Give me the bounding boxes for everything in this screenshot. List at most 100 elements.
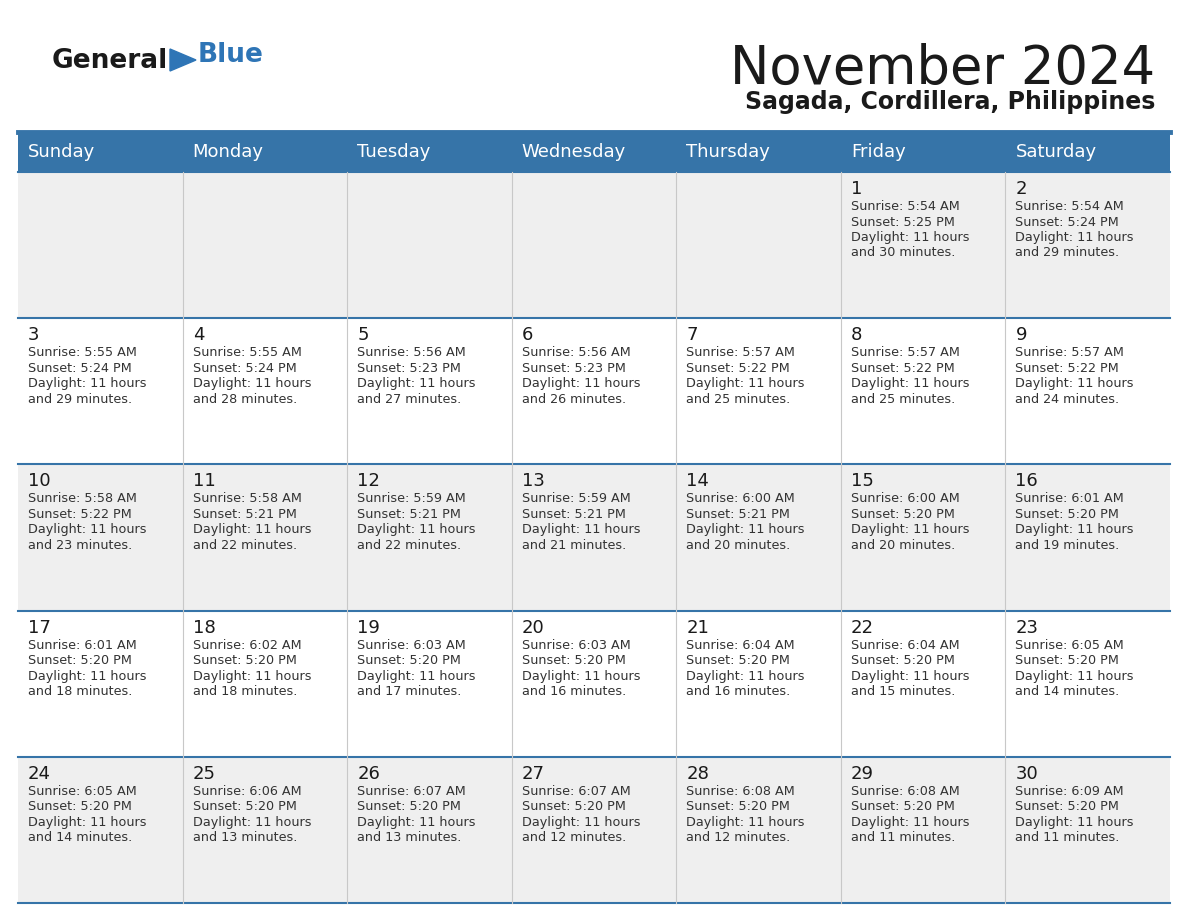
Text: Daylight: 11 hours: Daylight: 11 hours (1016, 669, 1133, 683)
Text: Sunrise: 5:55 AM: Sunrise: 5:55 AM (29, 346, 137, 359)
Text: Daylight: 11 hours: Daylight: 11 hours (192, 816, 311, 829)
Bar (18, 132, 1170, 172)
Text: Daylight: 11 hours: Daylight: 11 hours (687, 377, 804, 390)
Text: 11: 11 (192, 473, 215, 490)
Text: and 11 minutes.: and 11 minutes. (851, 832, 955, 845)
Text: Sunset: 5:24 PM: Sunset: 5:24 PM (29, 362, 132, 375)
Text: and 16 minutes.: and 16 minutes. (522, 685, 626, 698)
Text: and 28 minutes.: and 28 minutes. (192, 393, 297, 406)
Text: 7: 7 (687, 326, 697, 344)
Text: Sunrise: 6:04 AM: Sunrise: 6:04 AM (851, 639, 960, 652)
Text: and 16 minutes.: and 16 minutes. (687, 685, 790, 698)
Text: Monday: Monday (192, 143, 264, 161)
Text: Sunrise: 6:00 AM: Sunrise: 6:00 AM (851, 492, 960, 506)
Text: Sunrise: 6:09 AM: Sunrise: 6:09 AM (1016, 785, 1124, 798)
Text: 6: 6 (522, 326, 533, 344)
Text: Sunrise: 6:03 AM: Sunrise: 6:03 AM (358, 639, 466, 652)
Text: Daylight: 11 hours: Daylight: 11 hours (687, 669, 804, 683)
Text: Daylight: 11 hours: Daylight: 11 hours (851, 523, 969, 536)
Text: 5: 5 (358, 326, 368, 344)
Text: 8: 8 (851, 326, 862, 344)
Text: Sunrise: 5:57 AM: Sunrise: 5:57 AM (1016, 346, 1124, 359)
Text: 2: 2 (1016, 180, 1026, 198)
Bar (18, 172, 1170, 319)
Text: Sunrise: 5:59 AM: Sunrise: 5:59 AM (358, 492, 466, 506)
Text: Sunset: 5:20 PM: Sunset: 5:20 PM (1016, 800, 1119, 813)
Text: 13: 13 (522, 473, 544, 490)
Polygon shape (170, 49, 196, 71)
Text: and 12 minutes.: and 12 minutes. (687, 832, 790, 845)
Text: Sunrise: 6:03 AM: Sunrise: 6:03 AM (522, 639, 631, 652)
Text: Sagada, Cordillera, Philippines: Sagada, Cordillera, Philippines (745, 90, 1155, 114)
Text: Sunrise: 5:54 AM: Sunrise: 5:54 AM (1016, 200, 1124, 213)
Text: 3: 3 (29, 326, 39, 344)
Text: 10: 10 (29, 473, 51, 490)
Text: Daylight: 11 hours: Daylight: 11 hours (522, 523, 640, 536)
Text: Daylight: 11 hours: Daylight: 11 hours (687, 523, 804, 536)
Bar (18, 319, 1170, 465)
Text: and 25 minutes.: and 25 minutes. (851, 393, 955, 406)
Text: Sunset: 5:24 PM: Sunset: 5:24 PM (1016, 216, 1119, 229)
Text: Sunrise: 5:56 AM: Sunrise: 5:56 AM (358, 346, 466, 359)
Text: Friday: Friday (851, 143, 905, 161)
Bar (18, 465, 1170, 610)
Text: Sunrise: 6:06 AM: Sunrise: 6:06 AM (192, 785, 302, 798)
Text: Sunset: 5:22 PM: Sunset: 5:22 PM (1016, 362, 1119, 375)
Text: Sunset: 5:20 PM: Sunset: 5:20 PM (851, 655, 955, 667)
Text: Daylight: 11 hours: Daylight: 11 hours (29, 377, 146, 390)
Text: 18: 18 (192, 619, 215, 636)
Text: Sunrise: 5:58 AM: Sunrise: 5:58 AM (29, 492, 137, 506)
Text: Sunrise: 5:55 AM: Sunrise: 5:55 AM (192, 346, 302, 359)
Text: Sunset: 5:20 PM: Sunset: 5:20 PM (358, 655, 461, 667)
Text: Sunrise: 5:58 AM: Sunrise: 5:58 AM (192, 492, 302, 506)
Text: Sunset: 5:20 PM: Sunset: 5:20 PM (192, 800, 297, 813)
Text: 16: 16 (1016, 473, 1038, 490)
Text: Sunrise: 5:57 AM: Sunrise: 5:57 AM (687, 346, 795, 359)
Text: Sunrise: 6:07 AM: Sunrise: 6:07 AM (522, 785, 631, 798)
Text: and 24 minutes.: and 24 minutes. (1016, 393, 1119, 406)
Text: Daylight: 11 hours: Daylight: 11 hours (1016, 523, 1133, 536)
Text: 25: 25 (192, 765, 215, 783)
Text: 12: 12 (358, 473, 380, 490)
Text: and 13 minutes.: and 13 minutes. (192, 832, 297, 845)
Text: 20: 20 (522, 619, 544, 636)
Text: Sunset: 5:22 PM: Sunset: 5:22 PM (29, 508, 132, 521)
Text: Sunrise: 6:04 AM: Sunrise: 6:04 AM (687, 639, 795, 652)
Text: Daylight: 11 hours: Daylight: 11 hours (358, 816, 475, 829)
Text: and 18 minutes.: and 18 minutes. (192, 685, 297, 698)
Text: Saturday: Saturday (1016, 143, 1097, 161)
Text: Sunrise: 5:57 AM: Sunrise: 5:57 AM (851, 346, 960, 359)
Text: Daylight: 11 hours: Daylight: 11 hours (1016, 816, 1133, 829)
Text: Daylight: 11 hours: Daylight: 11 hours (29, 523, 146, 536)
Text: Sunrise: 6:01 AM: Sunrise: 6:01 AM (1016, 492, 1124, 506)
Text: Sunrise: 6:05 AM: Sunrise: 6:05 AM (29, 785, 137, 798)
Text: and 12 minutes.: and 12 minutes. (522, 832, 626, 845)
Bar (18, 610, 1170, 756)
Text: Daylight: 11 hours: Daylight: 11 hours (1016, 377, 1133, 390)
Text: 9: 9 (1016, 326, 1026, 344)
Text: and 14 minutes.: and 14 minutes. (1016, 685, 1119, 698)
Text: and 18 minutes.: and 18 minutes. (29, 685, 132, 698)
Text: 14: 14 (687, 473, 709, 490)
Text: 22: 22 (851, 619, 874, 636)
Text: Daylight: 11 hours: Daylight: 11 hours (358, 669, 475, 683)
Text: 27: 27 (522, 765, 545, 783)
Text: Sunset: 5:20 PM: Sunset: 5:20 PM (851, 508, 955, 521)
Text: 19: 19 (358, 619, 380, 636)
Text: Sunset: 5:22 PM: Sunset: 5:22 PM (851, 362, 955, 375)
Text: and 29 minutes.: and 29 minutes. (29, 393, 132, 406)
Text: Sunset: 5:20 PM: Sunset: 5:20 PM (1016, 508, 1119, 521)
Text: Sunset: 5:21 PM: Sunset: 5:21 PM (192, 508, 297, 521)
Text: 21: 21 (687, 619, 709, 636)
Text: and 30 minutes.: and 30 minutes. (851, 247, 955, 260)
Text: Sunset: 5:21 PM: Sunset: 5:21 PM (358, 508, 461, 521)
Text: Sunset: 5:20 PM: Sunset: 5:20 PM (29, 800, 132, 813)
Text: and 23 minutes.: and 23 minutes. (29, 539, 132, 552)
Text: and 15 minutes.: and 15 minutes. (851, 685, 955, 698)
Text: and 20 minutes.: and 20 minutes. (687, 539, 790, 552)
Text: Sunset: 5:20 PM: Sunset: 5:20 PM (358, 800, 461, 813)
Text: Sunset: 5:25 PM: Sunset: 5:25 PM (851, 216, 955, 229)
Text: Sunset: 5:23 PM: Sunset: 5:23 PM (522, 362, 626, 375)
Text: Daylight: 11 hours: Daylight: 11 hours (522, 377, 640, 390)
Text: and 25 minutes.: and 25 minutes. (687, 393, 790, 406)
